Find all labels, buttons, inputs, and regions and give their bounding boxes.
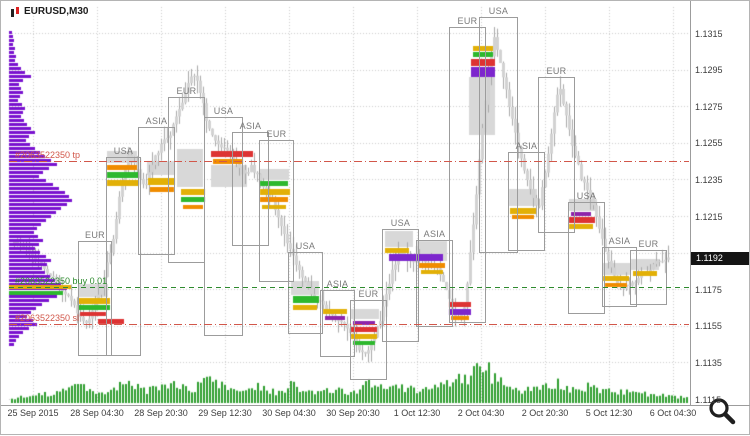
price-axis-label: 1.1115 (695, 394, 722, 405)
time-axis-label: 6 Oct 04:30 (649, 408, 697, 418)
order-line-sl[interactable] (9, 324, 689, 325)
price-axis-label: 1.1295 (695, 65, 723, 76)
candle-glyph-red (16, 7, 19, 14)
magnifier-icon[interactable] (707, 396, 737, 426)
session-label-usa: USA (576, 191, 597, 201)
time-axis-separator (1, 405, 750, 406)
price-axis-label: 1.1235 (695, 174, 723, 185)
time-axis-label: 28 Sep 04:30 (70, 408, 124, 418)
price-axis-label: 1.1215 (695, 211, 723, 222)
current-price-tag: 1.1192 (691, 251, 749, 265)
session-box-asia-2 (138, 127, 175, 255)
session-box-eur-15 (538, 77, 575, 233)
chart-symbol-icon (11, 7, 21, 17)
session-label-asia: ASIA (515, 141, 538, 151)
order-line-tp[interactable] (9, 161, 689, 162)
session-label-usa: USA (295, 241, 316, 251)
session-label-asia: ASIA (608, 236, 631, 246)
candle-glyph-dark (11, 9, 14, 17)
price-axis-label: 1.1135 (695, 357, 722, 368)
price-axis-label: 1.1275 (695, 101, 723, 112)
order-label-sl: #2063522350 sl (15, 313, 80, 323)
session-box-asia-11 (416, 240, 453, 327)
price-axis-label: 1.1155 (695, 321, 722, 332)
session-label-eur: EUR (457, 16, 478, 26)
time-axis-label: 5 Oct 12:30 (585, 408, 633, 418)
session-label-asia: ASIA (326, 279, 349, 289)
session-box-eur-9 (350, 300, 387, 380)
price-axis-separator (690, 1, 691, 405)
session-label-asia: ASIA (145, 116, 168, 126)
time-axis-label: 28 Sep 20:30 (134, 408, 188, 418)
session-label-eur: EUR (176, 86, 197, 96)
time-axis-label: 2 Oct 20:30 (521, 408, 569, 418)
session-box-eur-0 (78, 241, 112, 356)
order-label-tp: #2063522350 tp (15, 150, 81, 160)
session-label-usa: USA (213, 106, 234, 116)
session-box-usa-13 (479, 17, 518, 253)
session-label-eur: EUR (546, 66, 567, 76)
price-axis-label: 1.1315 (695, 28, 723, 39)
session-box-asia-14 (508, 152, 545, 251)
time-axis-label: 30 Sep 20:30 (326, 408, 380, 418)
order-line-buy[interactable] (9, 287, 689, 288)
session-label-usa: USA (390, 218, 411, 228)
session-label-eur: EUR (638, 239, 659, 249)
time-axis-label: 1 Oct 12:30 (393, 408, 441, 418)
session-label-usa: USA (113, 146, 134, 156)
session-box-eur-18 (630, 250, 667, 305)
session-box-usa-1 (106, 157, 141, 356)
session-box-asia-17 (602, 247, 637, 307)
session-label-eur: EUR (358, 289, 379, 299)
session-label-eur: EUR (85, 230, 105, 240)
session-box-usa-10 (382, 229, 419, 342)
price-axis-label: 1.1175 (695, 284, 722, 295)
time-axis-label: 30 Sep 04:30 (262, 408, 316, 418)
session-label-asia: ASIA (423, 229, 446, 239)
time-axis-label: 25 Sep 2015 (7, 408, 59, 418)
order-label-buy: #2063522350 buy 0.01 (15, 276, 108, 286)
session-label-usa: USA (488, 6, 509, 16)
chart-symbol-label: EURUSD,M30 (24, 6, 89, 17)
session-box-usa-7 (288, 252, 323, 334)
time-axis-label: 29 Sep 12:30 (198, 408, 252, 418)
session-box-asia-8 (320, 290, 355, 357)
session-box-usa-4 (204, 117, 243, 336)
session-box-usa-16 (568, 202, 605, 314)
session-box-eur-6 (259, 140, 294, 282)
session-label-eur: EUR (266, 129, 287, 139)
session-label-asia: ASIA (239, 121, 262, 131)
session-box-asia-5 (232, 132, 269, 246)
time-axis-label: 2 Oct 04:30 (457, 408, 505, 418)
session-box-eur-12 (449, 27, 486, 323)
session-box-eur-3 (168, 97, 205, 263)
price-axis-label: 1.1255 (695, 138, 723, 149)
